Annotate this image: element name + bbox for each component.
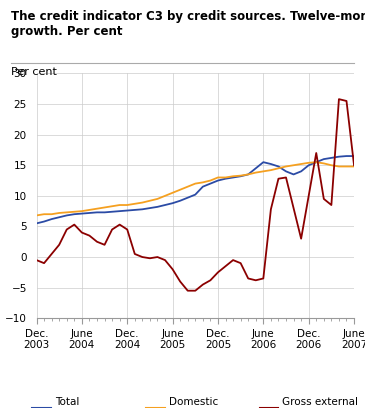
Text: Per cent: Per cent <box>11 67 57 78</box>
Legend: Total
gross debt (C3), Domestic
gross debt (C2), Gross external
loan debt: Total gross debt (C3), Domestic gross de… <box>32 397 358 408</box>
Text: The credit indicator C3 by credit sources. Twelve-month
growth. Per cent: The credit indicator C3 by credit source… <box>11 10 365 38</box>
